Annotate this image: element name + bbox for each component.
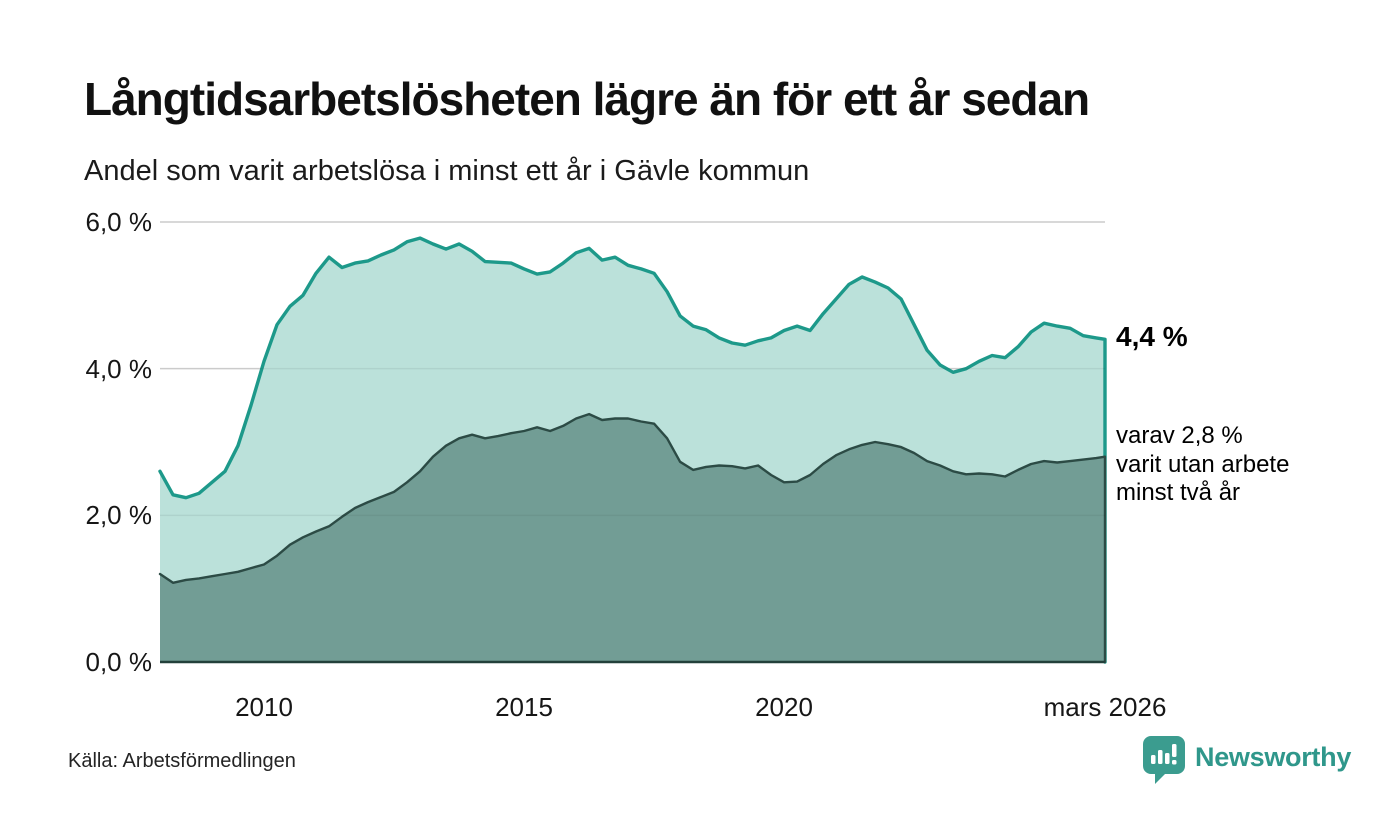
source-credit: Källa: Arbetsförmedlingen bbox=[68, 750, 296, 772]
brand-name: Newsworthy bbox=[1195, 742, 1352, 772]
series-line-two-years bbox=[158, 412, 1107, 664]
detail-annotation-line: varav 2,8 % bbox=[1116, 422, 1243, 449]
chart-subtitle: Andel som varit arbetslösa i minst ett å… bbox=[84, 155, 810, 187]
detail-annotation: varav 2,8 % varit utan arbete minst två … bbox=[1116, 422, 1289, 508]
detail-annotation-line: varit utan arbete bbox=[1116, 450, 1290, 478]
y-axis-tick-label: 4,0 % bbox=[85, 354, 153, 384]
y-axis-tick-label: 0,0 % bbox=[85, 647, 153, 677]
newsworthy-logo: Newsworthy bbox=[1143, 736, 1351, 784]
series-area-two-years bbox=[160, 414, 1105, 662]
newsworthy-logo-icon bbox=[1143, 736, 1185, 784]
y-axis-tick-label: 2,0 % bbox=[85, 500, 153, 530]
y-axis-tick-label: 6,0 % bbox=[85, 207, 153, 237]
series-line-one-year bbox=[158, 236, 1107, 664]
x-axis-tick-label: 2010 bbox=[235, 692, 293, 722]
x-axis-tick-label: mars 2026 bbox=[1043, 692, 1167, 722]
end-value-annotation: 4,4 % bbox=[1116, 321, 1188, 352]
x-axis-tick-label: 2020 bbox=[755, 692, 813, 722]
x-axis-tick-label: 2015 bbox=[495, 692, 553, 722]
page-title: Långtidsarbetslösheten lägre än för ett … bbox=[84, 73, 1090, 125]
detail-annotation-line: minst två år bbox=[1116, 479, 1241, 506]
